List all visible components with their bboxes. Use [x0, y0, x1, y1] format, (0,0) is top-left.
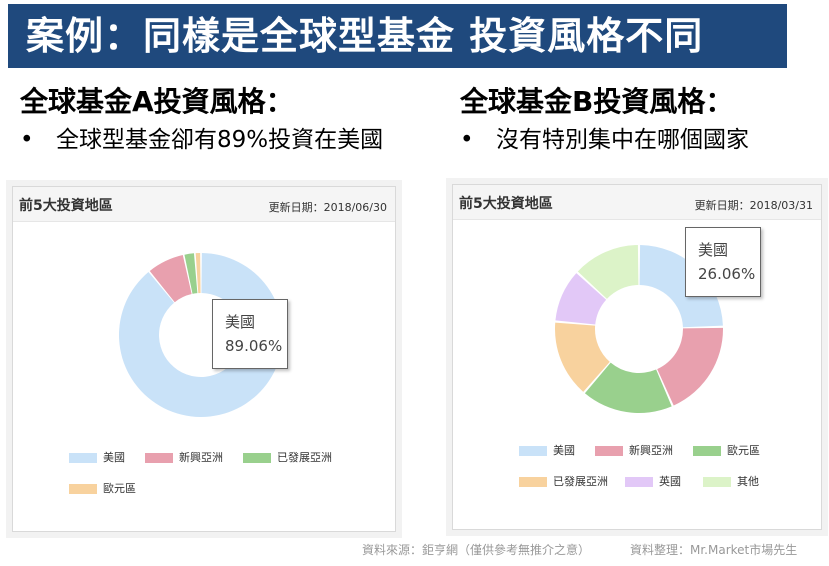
donut-slice-英國[interactable] — [555, 273, 607, 325]
legend-swatch — [145, 453, 173, 463]
tooltip-a-value: 89.06% — [225, 337, 283, 355]
tooltip-a-label: 美國 — [225, 313, 256, 331]
donut-chart-b[interactable] — [453, 185, 821, 529]
legend-swatch — [519, 446, 547, 456]
legend-swatch — [693, 446, 721, 456]
tooltip-b-label: 美國 — [698, 241, 729, 259]
fund-a-heading: 全球基金A投資風格： — [20, 85, 294, 118]
legend-item[interactable]: 歐元區 — [693, 442, 760, 458]
legend-swatch — [243, 453, 271, 463]
legend-label: 歐元區 — [103, 482, 136, 495]
legend-label: 新興亞洲 — [629, 444, 673, 457]
legend-swatch — [69, 453, 97, 463]
legend-swatch — [625, 477, 653, 487]
panel-a-header: 前5大投資地區 更新日期：2018/06/30 — [13, 187, 395, 222]
chart-panel-a: 前5大投資地區 更新日期：2018/06/30 美國 89.06% 美國 新興亞洲… — [12, 186, 396, 532]
fund-b-heading: 全球基金B投資風格： — [460, 85, 734, 118]
donut-slice-其他[interactable] — [577, 245, 639, 299]
bullet-dot: • — [460, 127, 474, 153]
fund-a-bullet: • 全球型基金卻有89%投資在美國 — [20, 120, 383, 154]
legend-label: 新興亞洲 — [179, 451, 223, 464]
legend-swatch — [69, 484, 97, 494]
legend-label: 已發展亞洲 — [277, 451, 332, 464]
donut-slice-歐元區[interactable] — [195, 253, 201, 294]
tooltip-a: 美國 89.06% — [212, 299, 288, 369]
panel-b-title: 前5大投資地區 — [459, 196, 553, 212]
legend-item[interactable]: 已發展亞洲 — [243, 449, 332, 465]
donut-slice-新興亞洲[interactable] — [657, 327, 723, 406]
fund-a-bullet-text: 全球型基金卻有89%投資在美國 — [56, 127, 384, 153]
panel-b-date: 更新日期：2018/03/31 — [694, 199, 813, 212]
legend-item[interactable]: 新興亞洲 — [595, 442, 673, 458]
fund-b-bullet-text: 沒有特別集中在哪個國家 — [496, 127, 749, 153]
donut-slice-美國[interactable] — [639, 245, 723, 328]
tooltip-b-value: 26.06% — [698, 265, 756, 283]
tooltip-b: 美國 26.06% — [685, 227, 761, 297]
legend-label: 歐元區 — [727, 444, 760, 457]
legend-item[interactable]: 其他 — [703, 473, 759, 489]
legend-swatch — [519, 477, 547, 487]
donut-slice-歐元區[interactable] — [584, 362, 672, 413]
panel-a-date: 更新日期：2018/06/30 — [268, 201, 387, 214]
bullet-dot: • — [20, 127, 34, 153]
legend-label: 其他 — [737, 475, 759, 488]
credit-note: 資料整理：Mr.Market市場先生 — [630, 543, 798, 557]
panel-a-title: 前5大投資地區 — [19, 198, 113, 214]
legend-item[interactable]: 英國 — [625, 473, 681, 489]
legend-item[interactable]: 美國 — [69, 449, 125, 465]
donut-slice-新興亞洲[interactable] — [149, 255, 192, 303]
panel-b-header: 前5大投資地區 更新日期：2018/03/31 — [453, 185, 821, 220]
legend-swatch — [703, 477, 731, 487]
legend-label: 英國 — [659, 475, 681, 488]
title-banner: 案例：同樣是全球型基金 投資風格不同 — [8, 4, 787, 68]
chart-panel-b: 前5大投資地區 更新日期：2018/03/31 美國 26.06% 美國 新興亞洲… — [452, 184, 822, 530]
legend-item[interactable]: 新興亞洲 — [145, 449, 223, 465]
donut-slice-已發展亞洲[interactable] — [184, 253, 198, 294]
legend-label: 已發展亞洲 — [553, 475, 608, 488]
legend-item[interactable]: 美國 — [519, 442, 575, 458]
source-note: 資料來源：鉅亨網（僅供參考無推介之意） — [362, 543, 591, 557]
legend-item[interactable]: 歐元區 — [69, 480, 136, 496]
legend-label: 美國 — [103, 451, 125, 464]
donut-chart-a[interactable] — [13, 187, 395, 531]
legend-swatch — [595, 446, 623, 456]
donut-slice-已發展亞洲[interactable] — [555, 322, 610, 392]
legend-item[interactable]: 已發展亞洲 — [519, 473, 608, 489]
legend-label: 美國 — [553, 444, 575, 457]
fund-b-bullet: • 沒有特別集中在哪個國家 — [460, 120, 749, 154]
donut-slice-美國[interactable] — [118, 253, 283, 418]
